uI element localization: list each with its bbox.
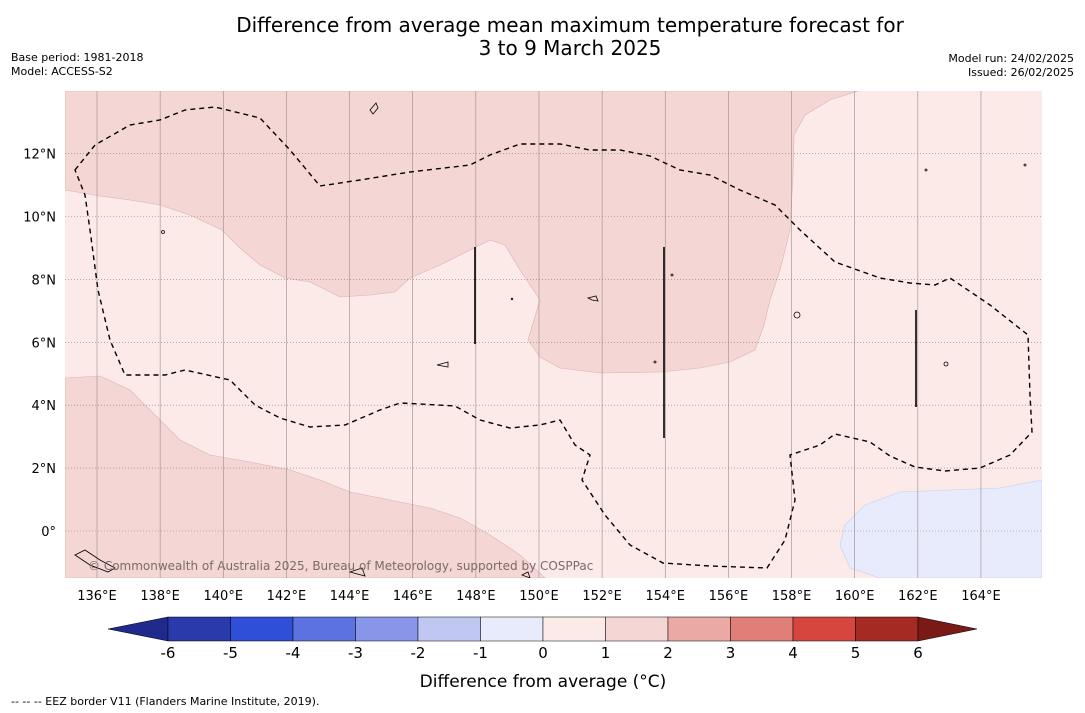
colorbar-extend-low <box>107 616 169 642</box>
region-1-to-2-southwest <box>65 375 546 578</box>
latitude-tick-label: 0° <box>41 525 56 540</box>
colorbar-segment <box>417 616 481 642</box>
colorbar-segment <box>855 616 919 642</box>
longitude-labels: 136°E 138°E 140°E 142°E 144°E 146°E 148°E 150°E… <box>77 589 1000 604</box>
longitude-tick-label: 164°E <box>961 589 1001 604</box>
title-line-1: Difference from average mean maximum tem… <box>236 13 904 37</box>
latitude-tick-label: 12°N <box>23 148 56 163</box>
latitude-tick-label: 8°N <box>32 273 57 288</box>
colorbar-segment <box>355 616 419 642</box>
colorbar-extend-high <box>917 616 978 642</box>
colorbar-segment <box>480 616 544 642</box>
latitude-labels: 12°N 10°N 8°N 6°N 4°N 2°N 0° <box>23 148 56 540</box>
longitude-tick-label: 152°E <box>582 589 622 604</box>
colorbar-tick-label: -1 <box>473 644 488 662</box>
model-run: Model run: 24/02/2025 <box>948 52 1074 65</box>
longitude-tick-label: 142°E <box>267 589 307 604</box>
footnote: -- -- -- EEZ border V11 (Flanders Marine… <box>11 695 320 708</box>
colorbar-tick-label: 0 <box>538 644 548 662</box>
title-line-2: 3 to 9 March 2025 <box>478 36 662 60</box>
colorbar-segment <box>542 616 606 642</box>
colorbar-tick-label: -3 <box>348 644 363 662</box>
latitude-tick-label: 6°N <box>32 336 57 351</box>
longitude-tick-label: 144°E <box>330 589 370 604</box>
colorbar-tick-label: -4 <box>286 644 301 662</box>
longitude-tick-label: 136°E <box>77 589 117 604</box>
region-minus1-to-0 <box>839 479 1042 578</box>
map-title: Difference from average mean maximum tem… <box>170 14 970 60</box>
colorbar-tick-label: 2 <box>663 644 673 662</box>
colorbar-tick-label: -6 <box>161 644 176 662</box>
latitude-tick-label: 10°N <box>23 211 56 226</box>
base-period: Base period: 1981-2018 <box>11 51 144 64</box>
longitude-tick-label: 158°E <box>772 589 812 604</box>
longitude-tick-label: 150°E <box>519 589 559 604</box>
issued-date: Issued: 26/02/2025 <box>967 66 1074 79</box>
colorbar-segment <box>730 616 794 642</box>
attribution: © Commonwealth of Australia 2025, Bureau… <box>88 559 593 573</box>
latitude-tick-label: 2°N <box>32 462 57 477</box>
colorbar-tick-label: 4 <box>788 644 798 662</box>
longitude-tick-label: 140°E <box>204 589 244 604</box>
longitude-tick-label: 156°E <box>709 589 749 604</box>
longitude-tick-label: 148°E <box>456 589 496 604</box>
islands <box>74 102 1027 578</box>
colorbar-segment <box>167 616 231 642</box>
region-1-to-2-north <box>65 91 859 374</box>
longitude-tick-label: 162°E <box>898 589 938 604</box>
meta-right: Model run: 24/02/2025 Issued: 26/02/2025 <box>948 52 1074 80</box>
meta-left: Base period: 1981-2018 Model: ACCESS-S2 <box>11 51 143 79</box>
colorbar-segment <box>667 616 731 642</box>
map-area: © Commonwealth of Australia 2025, Bureau… <box>65 91 1042 578</box>
colorbar-segment <box>230 616 294 642</box>
colorbar-tick-label: -2 <box>411 644 426 662</box>
colorbar-tick-label: 3 <box>726 644 736 662</box>
longitude-tick-label: 154°E <box>645 589 685 604</box>
colorbar-segment <box>792 616 856 642</box>
longitude-tick-label: 138°E <box>140 589 180 604</box>
colorbar-segment <box>605 616 669 642</box>
eez-border <box>74 106 1033 569</box>
colorbar-tick-label: 1 <box>601 644 611 662</box>
longitude-tick-label: 160°E <box>835 589 875 604</box>
colorbar-tick-label: 6 <box>913 644 923 662</box>
longitude-tick-label: 146°E <box>393 589 433 604</box>
latitude-tick-label: 4°N <box>32 399 57 414</box>
colorbar: -6 -5 -4 -3 -2 -1 0 1 2 3 4 5 6 <box>107 616 978 662</box>
colorbar-tick-label: -5 <box>223 644 238 662</box>
colorbar-segment <box>292 616 356 642</box>
colorbar-label: Difference from average (°C) <box>420 672 667 692</box>
gridlines <box>65 91 1042 578</box>
model-name: Model: ACCESS-S2 <box>11 65 113 78</box>
colorbar-tick-label: 5 <box>851 644 861 662</box>
